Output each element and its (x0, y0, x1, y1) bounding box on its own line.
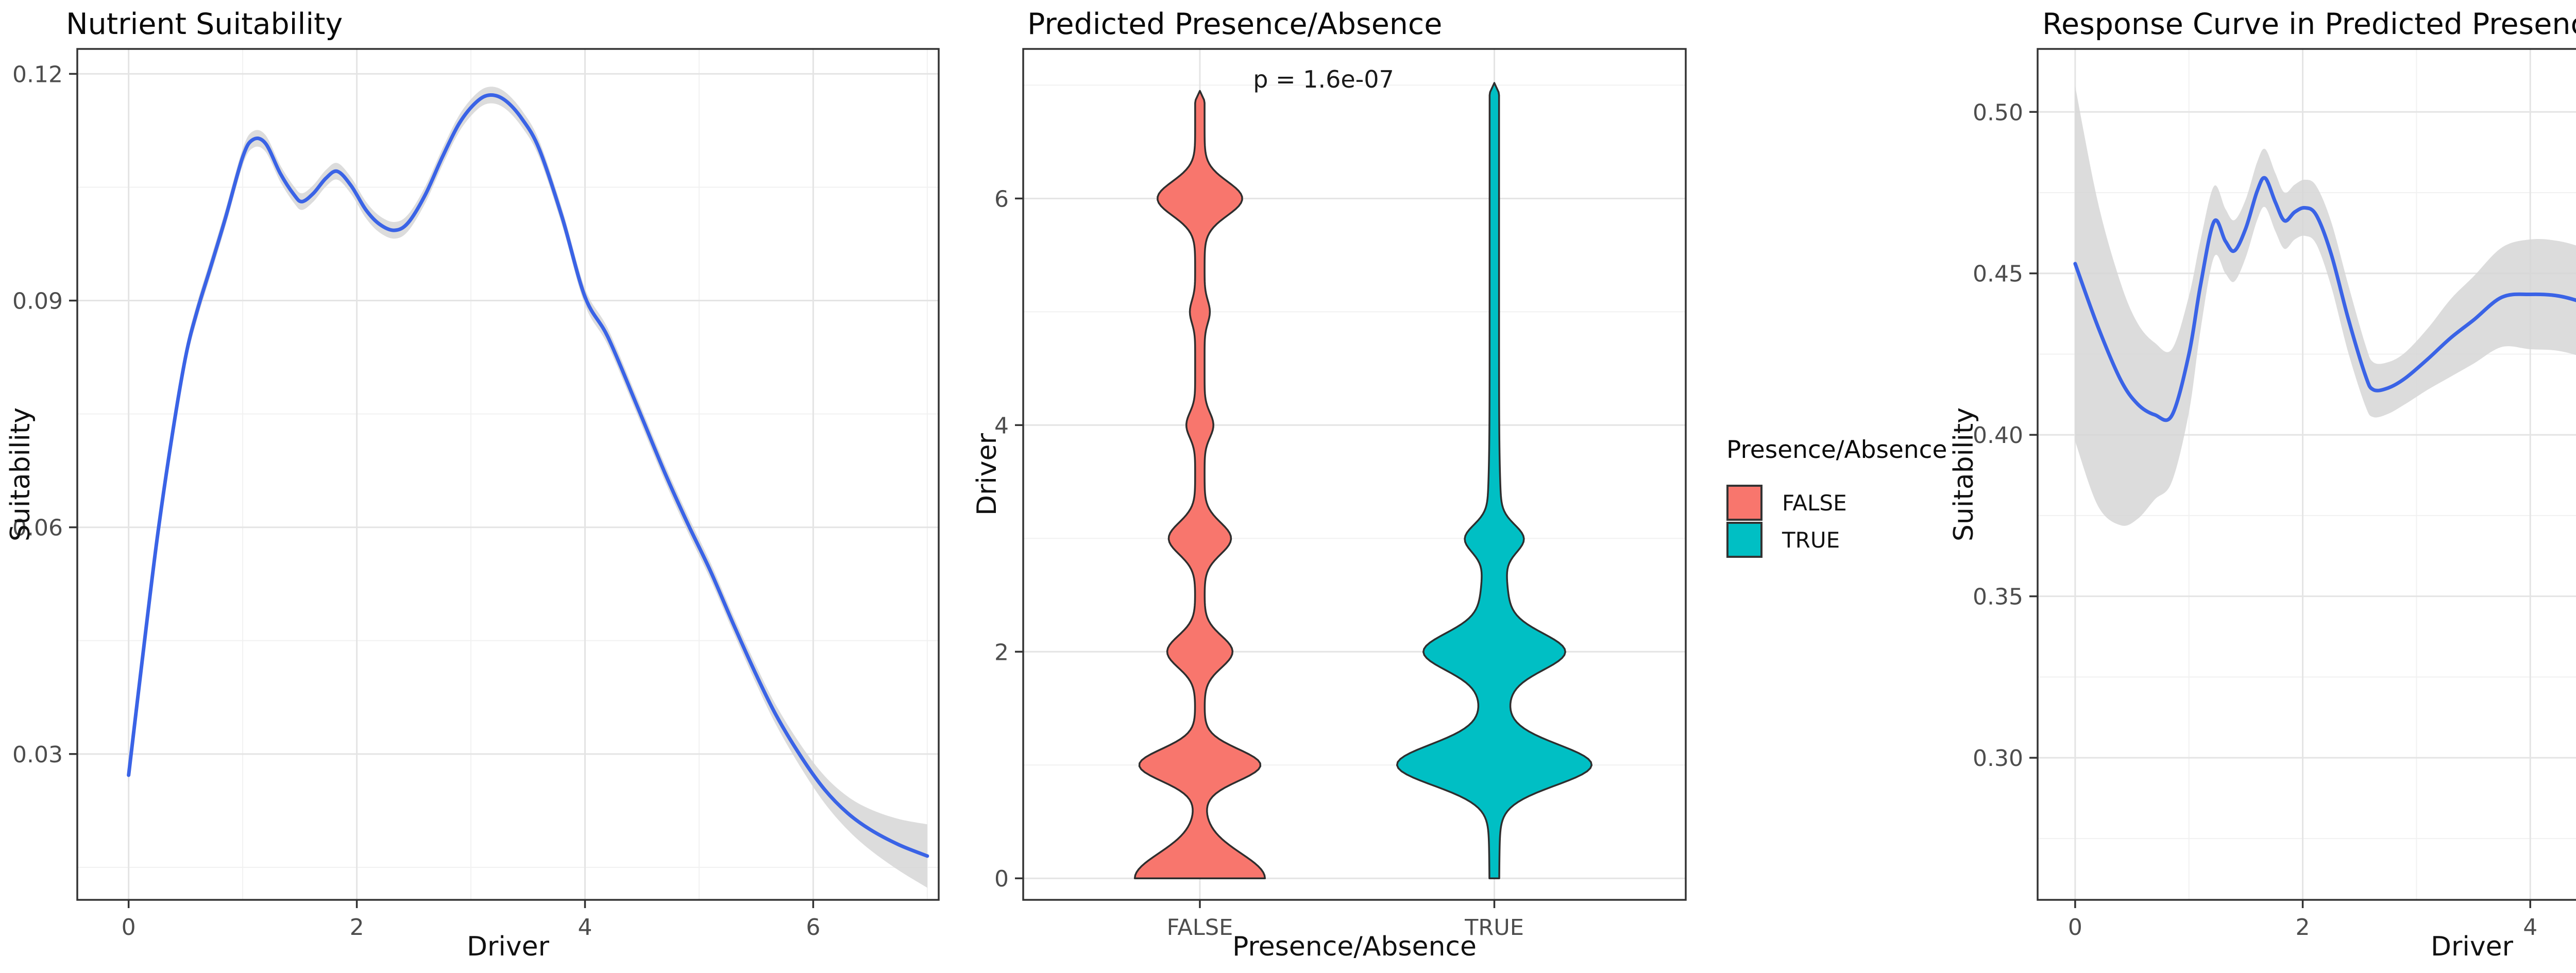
response-line (2073, 176, 2576, 422)
confidence-band (128, 87, 927, 888)
chart-title-nutrient-suitability: Nutrient Suitability (66, 7, 343, 41)
panel-border (1022, 48, 1687, 901)
x-tick-label: 0 (122, 914, 136, 941)
y-axis-label-driver: Driver (972, 433, 1003, 516)
panel-border (2037, 48, 2576, 901)
legend-swatch-true (1726, 522, 1762, 558)
x-tick-label: 4 (2523, 914, 2537, 941)
axis-ticks-and-labels: 0 2 4 6 0.03 0.06 0.09 0.12 (12, 61, 820, 941)
legend-item-false: FALSE (1726, 485, 1947, 521)
x-tick-label: FALSE (1167, 915, 1233, 941)
y-tick-label: 4 (994, 413, 1009, 439)
x-tick-label: TRUE (1464, 915, 1524, 941)
violin-false (1133, 90, 1266, 879)
legend-label-true: TRUE (1782, 527, 1840, 553)
x-tick-label: 0 (2068, 914, 2082, 941)
legend-label-false: FALSE (1782, 490, 1847, 516)
y-tick-label: 0.06 (12, 515, 63, 541)
y-tick-label: 0.40 (1973, 422, 2023, 449)
y-axis-label-suitability-2: Suitability (1948, 407, 1979, 542)
y-tick-label: 0.30 (1973, 745, 2023, 772)
violin-true (1396, 82, 1593, 879)
legend: Presence/Absence FALSE TRUE (1726, 436, 1947, 559)
legend-item-true: TRUE (1726, 522, 1947, 558)
chart-title-predicted-presence-absence: Predicted Presence/Absence (1027, 7, 1443, 41)
panel-2: p = 1.6e-07 FALSE TRUE 0 2 4 6 (994, 48, 1687, 941)
legend-title: Presence/Absence (1726, 436, 1947, 464)
y-tick-label: 2 (994, 639, 1009, 665)
panel-border (76, 48, 940, 901)
y-tick-label: 0.09 (12, 288, 63, 315)
y-axis-label-suitability-1: Suitability (5, 407, 36, 542)
p-value-annotation: p = 1.6e-07 (1253, 65, 1394, 93)
y-tick-label: 0.45 (1973, 261, 2023, 287)
y-tick-label: 0.35 (1973, 584, 2023, 610)
chart-title-response-curve: Response Curve in Predicted Presence Are… (2042, 7, 2576, 41)
minor-gridlines (77, 49, 939, 900)
y-tick-label: 0.50 (1973, 99, 2023, 126)
x-tick-label: 4 (578, 914, 592, 941)
y-tick-label: 0 (994, 866, 1009, 892)
x-tick-label: 2 (350, 914, 364, 941)
panel-1: 0 2 4 6 0.03 0.06 0.09 0.12 (12, 48, 940, 941)
x-tick-label: 2 (2296, 914, 2310, 941)
x-axis-label-driver-2: Driver (2430, 931, 2514, 962)
x-axis-label-presence-absence: Presence/Absence (1232, 931, 1477, 962)
y-tick-label: 0.03 (12, 742, 63, 768)
y-tick-label: 0.12 (12, 61, 63, 88)
y-tick-label: 6 (994, 186, 1009, 212)
major-gridlines (77, 49, 939, 900)
legend-swatch-false (1726, 485, 1762, 521)
confidence-band (2075, 86, 2576, 526)
x-tick-label: 6 (806, 914, 820, 941)
response-line (127, 93, 929, 858)
x-axis-label-driver-1: Driver (466, 931, 550, 962)
axis-ticks-and-labels: FALSE TRUE 0 2 4 6 (994, 186, 1524, 941)
